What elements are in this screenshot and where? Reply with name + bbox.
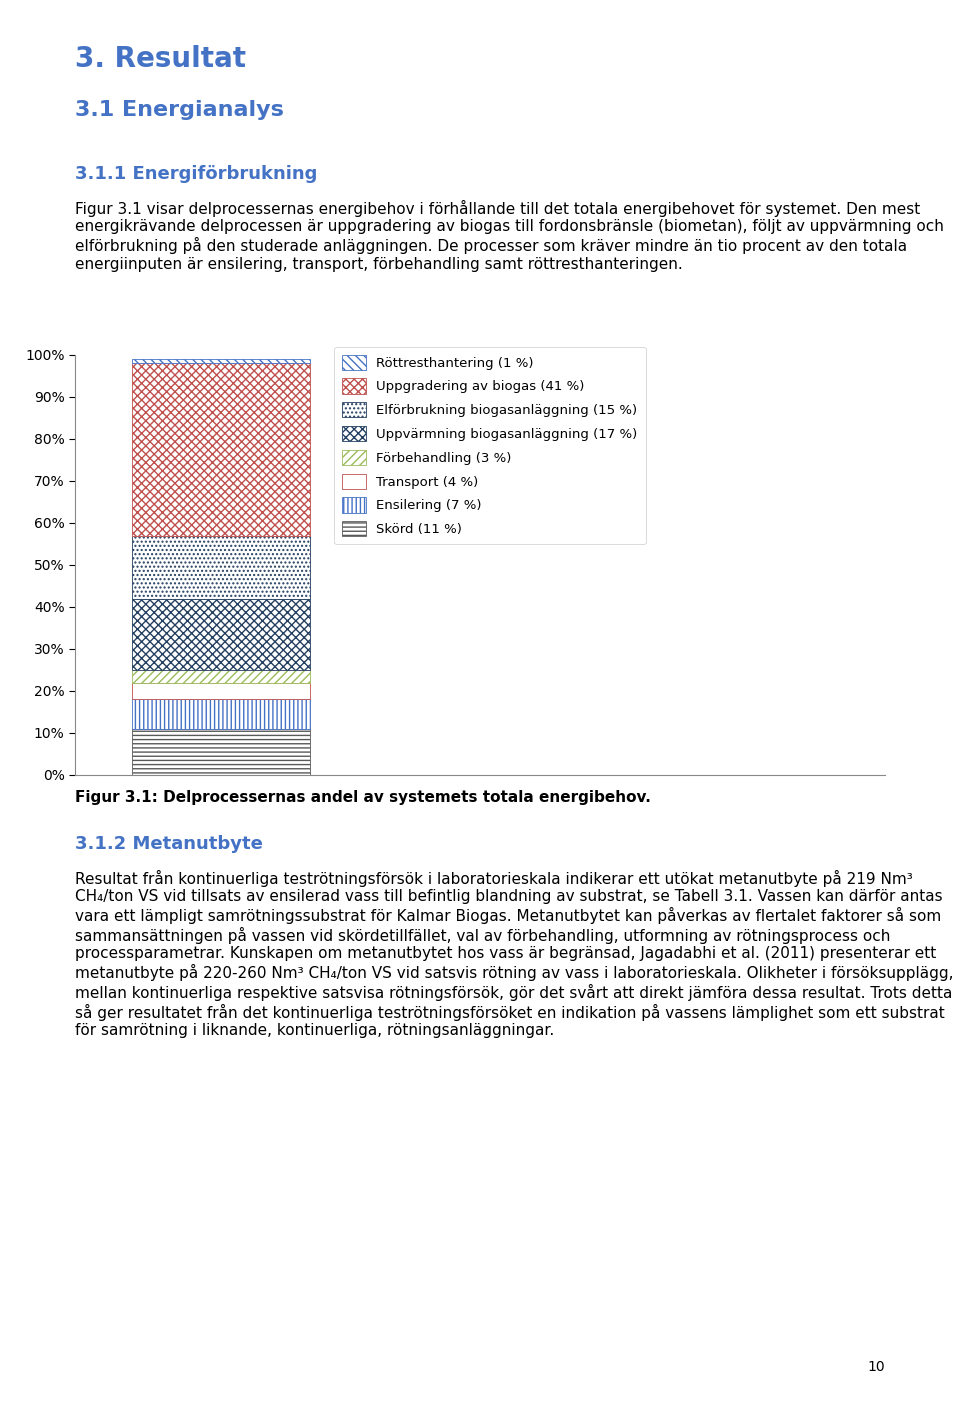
Text: 3.1 Energianalys: 3.1 Energianalys <box>75 100 284 120</box>
Text: 3.1.1 Energiförbrukning: 3.1.1 Energiförbrukning <box>75 165 318 183</box>
Bar <box>132 535 310 599</box>
Text: Resultat från kontinuerliga teströtningsförsök i laboratorieskala indikerar ett : Resultat från kontinuerliga teströtnings… <box>75 869 953 1038</box>
Bar <box>132 699 310 728</box>
Legend: Röttresthantering (1 %), Uppgradering av biogas (41 %), Elförbrukning biogasanlä: Röttresthantering (1 %), Uppgradering av… <box>334 347 645 544</box>
Text: 3. Resultat: 3. Resultat <box>75 45 246 73</box>
Bar <box>132 682 310 699</box>
Bar <box>132 728 310 775</box>
Text: Figur 3.1 visar delprocessernas energibehov i förhållande till det totala energi: Figur 3.1 visar delprocessernas energibe… <box>75 200 944 272</box>
Bar <box>132 671 310 682</box>
Text: 10: 10 <box>868 1360 885 1374</box>
Bar <box>132 364 310 535</box>
Text: Figur 3.1: Delprocessernas andel av systemets totala energibehov.: Figur 3.1: Delprocessernas andel av syst… <box>75 790 651 805</box>
Bar <box>132 359 310 364</box>
Bar <box>132 599 310 671</box>
Text: 3.1.2 Metanutbyte: 3.1.2 Metanutbyte <box>75 836 263 852</box>
